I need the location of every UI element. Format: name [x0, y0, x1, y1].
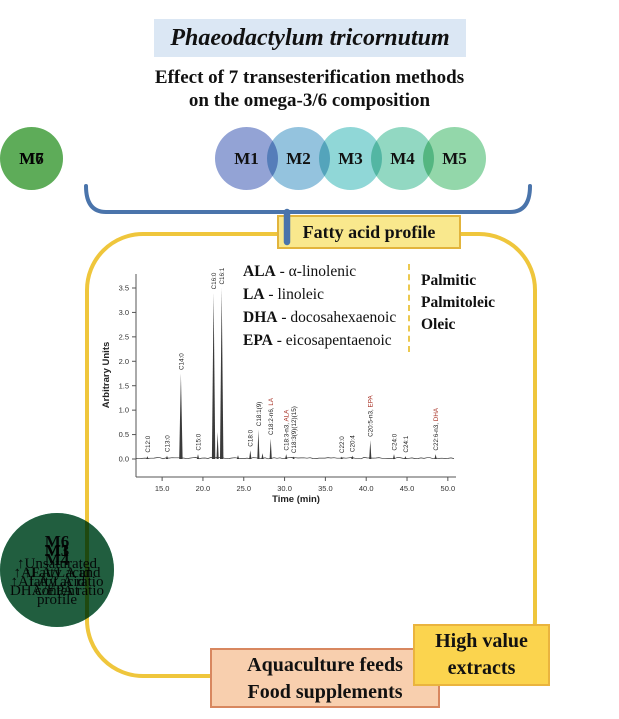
method-circle-m5: M5: [423, 127, 486, 190]
method-circle-m7: M7: [0, 127, 63, 190]
y-tick-label: 2.0: [119, 357, 129, 366]
peak-label: C18:2-n6, LA: [268, 397, 275, 435]
peak: [434, 454, 437, 459]
peak-label: C22:6-n3, DHA: [433, 407, 440, 451]
applications-line-1: Aquaculture feeds: [247, 654, 403, 676]
peak: [257, 429, 260, 459]
peak: [179, 373, 183, 459]
legend-item: LA - linoleic: [243, 286, 324, 303]
outcome-circle-desc: ↑Unsaturated fatty acid profile: [17, 555, 97, 608]
subtitle-line-2: on the omega-3/6 composition: [188, 90, 431, 111]
peak-label: C13:0: [164, 435, 171, 452]
subtitle-line-1: Effect of 7 transesterification methods: [154, 67, 465, 88]
legend-item: DHA - docosahexaenoic: [243, 309, 397, 326]
legend-divider: [408, 264, 410, 352]
peak: [340, 456, 343, 459]
y-tick-label: 0.0: [119, 455, 129, 464]
legend-item: ALA - α-linolenic: [243, 263, 357, 280]
list-item: Palmitic: [421, 272, 477, 289]
list-item: Oleic: [421, 316, 456, 333]
peak-label: C18:0: [248, 429, 255, 446]
x-tick-label: 30.0: [277, 484, 292, 493]
outcome-circle-label: M6: [44, 531, 70, 551]
peak: [216, 432, 219, 459]
peak-label: C15:0: [195, 433, 202, 450]
peak-label: C14:0: [178, 353, 185, 370]
list-item: Palmitoleic: [421, 294, 496, 311]
peak: [211, 292, 216, 459]
peak-label: C24:0: [391, 433, 398, 450]
applications-line-2: Food supplements: [247, 681, 403, 703]
y-tick-label: 3.5: [119, 284, 129, 293]
peak-label: C18:1(9): [256, 402, 263, 427]
y-tick-label: 1.5: [119, 381, 129, 390]
peak-label: C22:0: [339, 436, 346, 453]
page-title: Phaeodactylum tricornutum: [154, 19, 466, 57]
high-value-extracts-box: High value extracts: [413, 624, 550, 686]
x-tick-label: 20.0: [196, 484, 211, 493]
peak-label: C24:1: [403, 435, 410, 452]
x-tick-label: 50.0: [441, 484, 456, 493]
brace-icon: [84, 184, 532, 246]
peak: [351, 455, 354, 459]
peak: [292, 456, 295, 459]
y-tick-label: 2.5: [119, 332, 129, 341]
x-tick-label: 35.0: [318, 484, 333, 493]
peak: [220, 288, 224, 459]
peak: [269, 438, 272, 459]
peak-label: C20:5-n3, EPA: [368, 395, 375, 437]
peak: [165, 455, 169, 459]
x-tick-label: 40.0: [359, 484, 374, 493]
peak-label: C16:0: [211, 272, 218, 289]
peak: [196, 454, 200, 459]
chromatogram-chart: 15.0 20.0 25.0 30.0 35.0 40.0 45.0 50.0 0.0 0.5 1.…: [101, 267, 456, 505]
outcome-circle-m6: M6 ↑Unsaturated fatty acid profile: [0, 513, 114, 627]
peak: [285, 454, 288, 459]
peak: [236, 455, 240, 459]
applications-box: Aquaculture feeds Food supplements: [210, 648, 440, 708]
peak-label: C12:0: [145, 435, 152, 452]
x-tick-label: 15.0: [155, 484, 170, 493]
legend-item: EPA - eicosapentaenoic: [243, 332, 392, 349]
fatty-acid-profile-label: Fatty acid profile: [277, 215, 461, 249]
peak-label: C18:3(9)(12)(15): [291, 406, 298, 453]
fatty-acid-legend: ALA - α-linolenic LA - linoleic DHA - do…: [243, 260, 396, 352]
peak: [146, 456, 149, 459]
y-tick-label: 0.5: [119, 430, 129, 439]
peak: [369, 440, 372, 459]
x-axis-title: Time (min): [272, 494, 320, 505]
x-tick-label: 25.0: [236, 484, 251, 493]
x-tick-label: 45.0: [400, 484, 415, 493]
saturated-fatty-acids-list: Palmitic Palmitoleic Oleic: [421, 270, 495, 336]
y-tick-label: 1.0: [119, 406, 129, 415]
peak-label: C18:3-n3, ALA: [284, 409, 291, 451]
peak-label: C20:4: [350, 435, 357, 452]
peak: [404, 456, 407, 459]
peak-label: C16:1: [219, 267, 226, 284]
peak: [249, 450, 252, 459]
subtitle: Effect of 7 transesterification methods …: [0, 66, 619, 112]
y-tick-label: 3.0: [119, 308, 129, 317]
baseline: [135, 457, 455, 460]
peak: [261, 453, 264, 459]
y-axis-title: Arbitrary Units: [101, 342, 112, 409]
peak: [392, 454, 396, 459]
